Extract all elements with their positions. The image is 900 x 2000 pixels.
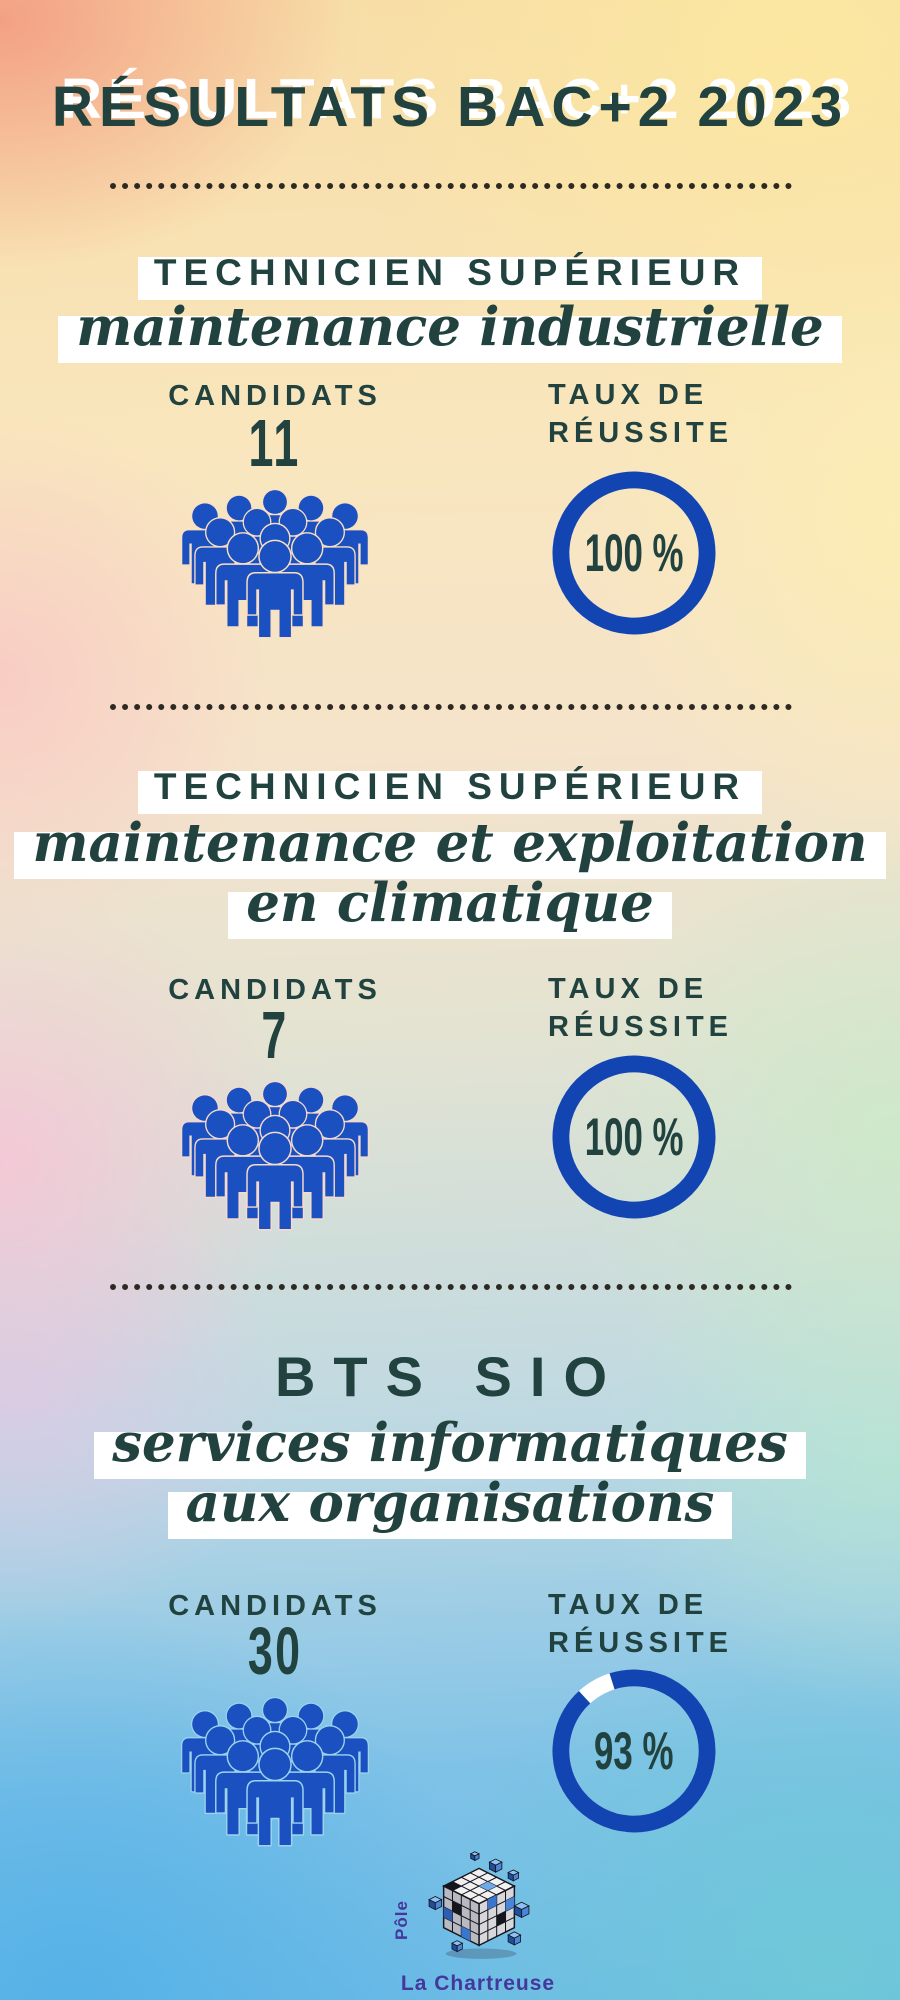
success-rate-ring: 100 %	[545, 1048, 723, 1226]
section3-candidates-label: CANDIDATS	[168, 1590, 382, 1622]
dotted-divider	[110, 183, 792, 189]
success-rate-ring: 100 %	[545, 464, 723, 642]
section3-candidates-count: 30	[247, 1612, 303, 1689]
section2-subtitle-line2: en climatique	[0, 872, 900, 939]
success-rate-value: 93 %	[594, 1720, 674, 1781]
success-rate-value: 100 %	[584, 522, 684, 583]
section3-heading-text: BTS SIO	[274, 1345, 626, 1408]
school-logo: Pôle La Chartreuse	[392, 1851, 558, 1996]
crowd-icon	[181, 1080, 369, 1231]
section1-candidates-count: 11	[248, 404, 302, 481]
success-rate-value: 100 %	[584, 1106, 684, 1167]
section1-subtitle-line1: maintenance industrielle	[0, 296, 900, 363]
dotted-divider	[110, 704, 792, 710]
section3-heading: BTS SIO	[0, 1344, 900, 1409]
cube-logo-icon	[428, 1851, 530, 1959]
section2-rate-label: TAUX DE RÉUSSITE	[548, 973, 734, 1043]
section1-heading: TECHNICIEN SUPÉRIEUR	[0, 249, 900, 300]
donut-chart-icon	[552, 1669, 716, 1833]
section2-candidates-label: CANDIDATS	[168, 974, 382, 1006]
section1-heading-text: TECHNICIEN SUPÉRIEUR	[137, 249, 763, 300]
section2-candidates-count: 7	[261, 996, 289, 1073]
page-title: RÉSULTATS BAC+2 2023	[51, 75, 849, 139]
crowd-icon	[181, 1696, 369, 1847]
logo-vertical-text: Pôle	[391, 1900, 411, 1940]
section3-subtitle-line2: aux organisations	[0, 1472, 900, 1539]
section1-candidates-label: CANDIDATS	[168, 380, 382, 412]
donut-chart-icon	[552, 471, 716, 635]
donut-chart-icon	[552, 1055, 716, 1219]
section2-heading-text: TECHNICIEN SUPÉRIEUR	[137, 763, 763, 814]
section3-subtitle-line1: services informatiques	[0, 1412, 900, 1479]
crowd-icon	[181, 488, 369, 639]
section3-rate-label: TAUX DE RÉUSSITE	[548, 1589, 734, 1659]
logo-name-text: La Chartreuse	[400, 1972, 556, 1995]
dotted-divider	[110, 1284, 792, 1290]
section2-heading: TECHNICIEN SUPÉRIEUR	[0, 763, 900, 814]
success-rate-ring: 93 %	[545, 1662, 723, 1840]
section1-rate-label: TAUX DE RÉUSSITE	[548, 379, 734, 449]
section2-subtitle-line1: maintenance et exploitation	[0, 812, 900, 879]
